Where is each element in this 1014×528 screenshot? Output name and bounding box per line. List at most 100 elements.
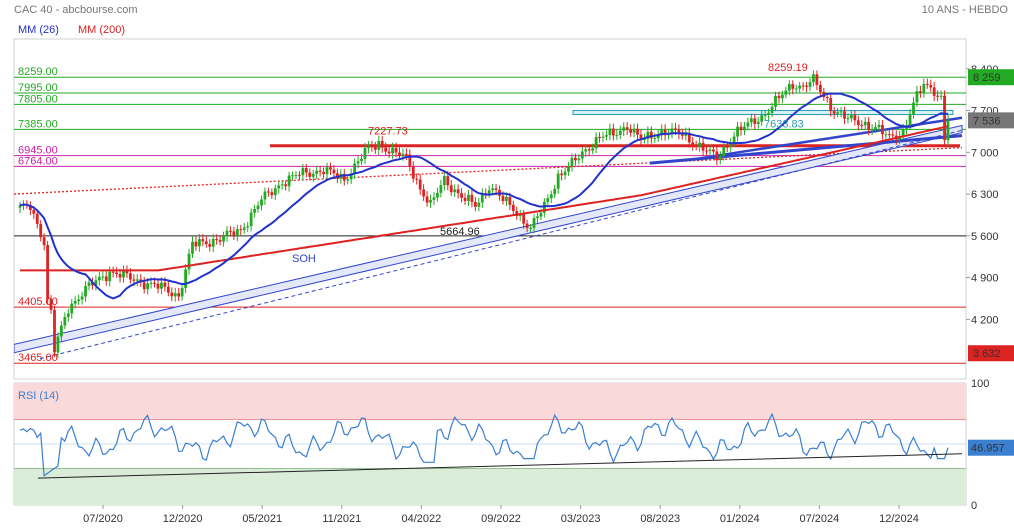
candle-body (677, 129, 681, 135)
candle-body (273, 188, 277, 196)
candle-body (111, 271, 115, 273)
candle-body (418, 179, 422, 190)
candle-body (877, 124, 881, 128)
candle-body (46, 245, 49, 300)
rsi-oversold-zone (14, 468, 966, 505)
candle-body (94, 280, 98, 286)
candle-body (770, 106, 774, 113)
candle-body (756, 121, 760, 124)
candle-body (125, 270, 129, 274)
x-tick-label-07/2024: 07/2024 (800, 513, 840, 525)
candle-body (580, 151, 584, 159)
candle-body (705, 150, 708, 152)
candle-body (266, 191, 270, 193)
resistance-band-7633 (572, 110, 954, 116)
candle-body (746, 122, 750, 127)
candle-body (670, 128, 674, 135)
candle-body (749, 118, 753, 123)
candle-body (636, 128, 639, 135)
candle-body (715, 151, 719, 161)
candle-body (253, 209, 256, 213)
candle-body (442, 176, 446, 186)
candle-body (353, 163, 357, 174)
candle-body (839, 111, 843, 113)
candle-body (936, 95, 940, 97)
candle-body (436, 192, 439, 198)
candle-body (794, 88, 798, 90)
candle-body (874, 127, 877, 130)
candle-body (656, 135, 660, 139)
candle-body (643, 138, 646, 140)
candle-body (508, 196, 512, 205)
candle-body (315, 170, 319, 174)
candle-body (97, 276, 101, 281)
candle-body (860, 125, 864, 127)
price-badge-bg-7 536 (968, 112, 1014, 129)
candle-body (373, 147, 377, 150)
candle-body (460, 193, 463, 198)
candle-body (477, 202, 481, 207)
level-label-3465.00: 3465.00 (18, 352, 58, 364)
price-badge-bg-3 632 (968, 345, 1014, 362)
candle-body (591, 148, 595, 151)
candle-body (556, 173, 560, 189)
candle-body (867, 121, 871, 130)
candle-body (132, 279, 136, 281)
candle-body (104, 276, 108, 282)
candle-body (836, 112, 840, 114)
candle-body (922, 83, 926, 93)
candle-body (567, 166, 570, 172)
candle-body (59, 325, 63, 337)
annotation-8259.19: 8259.19 (768, 62, 808, 74)
candle-body (522, 213, 526, 224)
candle-body (805, 85, 808, 87)
level-label-6945.00: 6945.00 (18, 145, 58, 157)
candle-body (404, 153, 408, 155)
candle-body (332, 169, 336, 174)
candle-body (529, 227, 532, 229)
candle-body (663, 129, 667, 136)
candle-body (246, 226, 250, 228)
candle-body (56, 336, 60, 353)
candle-body (743, 126, 746, 131)
chart-period-label: 10 ANS - HEBDO (922, 4, 1009, 16)
candle-body (473, 201, 477, 207)
candle-body (449, 185, 453, 193)
candle-body (73, 300, 77, 304)
rsi-last-value: 46.957 (971, 443, 1005, 455)
candle-body (532, 218, 536, 228)
candle-body (222, 236, 225, 242)
candle-body (53, 309, 56, 353)
candle-body (456, 189, 460, 194)
candle-body (632, 128, 636, 133)
candle-body (322, 171, 325, 175)
candle-body (470, 194, 474, 202)
candle-body (280, 184, 284, 186)
candle-body (194, 241, 198, 247)
candle-body (629, 129, 633, 133)
candle-body (446, 176, 450, 186)
candle-body (832, 111, 836, 114)
candle-body (718, 156, 722, 161)
candle-body (698, 142, 702, 147)
candle-body (932, 87, 936, 96)
candle-body (401, 153, 405, 157)
candle-body (304, 168, 308, 173)
y-tick-label-7 000: 7 000 (971, 147, 999, 159)
candle-body (829, 98, 833, 112)
candle-body (801, 85, 805, 87)
candle-body (891, 134, 895, 136)
candle-body (287, 175, 291, 187)
candle-body (577, 158, 581, 161)
candle-body (760, 115, 764, 122)
candle-body (784, 90, 788, 95)
candle-body (732, 136, 736, 144)
candle-body (887, 134, 891, 136)
candle-body (384, 147, 388, 152)
candle-body (615, 134, 619, 136)
candle-body (712, 149, 715, 152)
candle-body (270, 192, 274, 196)
x-tick-label-04/2022: 04/2022 (402, 513, 442, 525)
candle-body (367, 146, 370, 149)
candle-body (356, 161, 360, 164)
